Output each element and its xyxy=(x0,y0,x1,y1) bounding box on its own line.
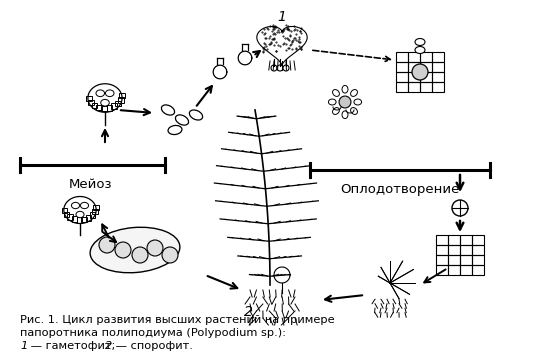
Ellipse shape xyxy=(342,86,348,93)
Bar xyxy=(460,265,472,275)
Bar xyxy=(396,82,408,92)
Circle shape xyxy=(99,237,115,253)
Ellipse shape xyxy=(161,105,175,115)
Text: папоротника полиподиума (Polypodium sp.):: папоротника полиподиума (Polypodium sp.)… xyxy=(20,328,286,338)
Bar xyxy=(460,255,472,265)
Ellipse shape xyxy=(90,227,180,273)
Text: 1: 1 xyxy=(277,10,286,24)
Bar xyxy=(448,245,460,255)
Bar xyxy=(432,52,444,62)
Bar xyxy=(472,265,484,275)
Bar xyxy=(81,217,87,222)
Bar xyxy=(62,208,68,213)
Bar xyxy=(118,97,123,103)
Text: 2: 2 xyxy=(243,305,252,319)
Bar xyxy=(436,235,448,245)
Ellipse shape xyxy=(329,99,336,105)
Bar xyxy=(408,62,420,72)
Text: — спорофит.: — спорофит. xyxy=(112,341,193,351)
Ellipse shape xyxy=(76,211,84,218)
Bar xyxy=(111,103,117,109)
Bar xyxy=(472,255,484,265)
Ellipse shape xyxy=(168,126,182,135)
Text: Мейоз: Мейоз xyxy=(68,178,112,191)
Bar xyxy=(396,72,408,82)
Ellipse shape xyxy=(333,90,339,96)
Bar xyxy=(408,72,420,82)
Bar xyxy=(64,211,70,217)
Bar xyxy=(396,62,408,72)
Bar xyxy=(92,209,98,214)
Ellipse shape xyxy=(189,110,203,120)
Bar xyxy=(119,93,125,99)
Bar xyxy=(420,72,432,82)
Text: 2: 2 xyxy=(105,341,112,351)
Bar xyxy=(88,100,94,105)
Text: 1: 1 xyxy=(20,341,27,351)
Circle shape xyxy=(277,65,283,71)
Circle shape xyxy=(162,247,178,263)
Circle shape xyxy=(147,240,163,256)
Ellipse shape xyxy=(101,99,109,106)
Bar xyxy=(460,245,472,255)
Bar xyxy=(436,265,448,275)
Bar xyxy=(72,216,77,222)
Bar xyxy=(460,235,472,245)
Text: Рис. 1. Цикл развития высших растений на примере: Рис. 1. Цикл развития высших растений на… xyxy=(20,315,335,325)
Bar xyxy=(432,82,444,92)
Bar xyxy=(432,62,444,72)
Bar xyxy=(115,100,121,106)
Bar xyxy=(68,214,73,220)
Circle shape xyxy=(271,65,277,71)
Bar xyxy=(92,103,98,108)
Bar xyxy=(93,205,99,210)
Ellipse shape xyxy=(342,111,348,119)
Ellipse shape xyxy=(333,108,339,114)
Bar xyxy=(436,255,448,265)
Bar xyxy=(432,72,444,82)
Bar xyxy=(448,255,460,265)
Bar xyxy=(420,82,432,92)
Bar xyxy=(86,96,92,102)
Bar xyxy=(408,82,420,92)
Ellipse shape xyxy=(96,90,104,96)
Bar xyxy=(76,217,82,223)
Ellipse shape xyxy=(175,115,189,125)
Bar xyxy=(420,62,432,72)
Bar xyxy=(107,105,112,111)
Bar xyxy=(408,52,420,62)
Bar xyxy=(97,105,102,110)
Bar xyxy=(396,52,408,62)
Circle shape xyxy=(339,96,351,108)
Bar xyxy=(90,213,95,218)
Circle shape xyxy=(283,65,289,71)
Bar xyxy=(436,245,448,255)
Bar xyxy=(102,106,107,111)
Text: — гаметофит;: — гаметофит; xyxy=(27,341,123,351)
Ellipse shape xyxy=(80,202,89,209)
Ellipse shape xyxy=(354,99,362,105)
Circle shape xyxy=(412,64,428,80)
Ellipse shape xyxy=(105,90,114,96)
Bar xyxy=(448,265,460,275)
Ellipse shape xyxy=(350,90,358,96)
Circle shape xyxy=(132,247,148,263)
Bar xyxy=(472,235,484,245)
Bar xyxy=(86,215,92,221)
Ellipse shape xyxy=(415,39,425,46)
Circle shape xyxy=(452,200,468,216)
Bar xyxy=(420,52,432,62)
Ellipse shape xyxy=(71,202,80,209)
Ellipse shape xyxy=(350,108,358,114)
Ellipse shape xyxy=(415,47,425,54)
Text: Оплодотворение: Оплодотворение xyxy=(340,183,460,196)
Circle shape xyxy=(115,242,131,258)
Bar xyxy=(472,245,484,255)
Bar xyxy=(448,235,460,245)
